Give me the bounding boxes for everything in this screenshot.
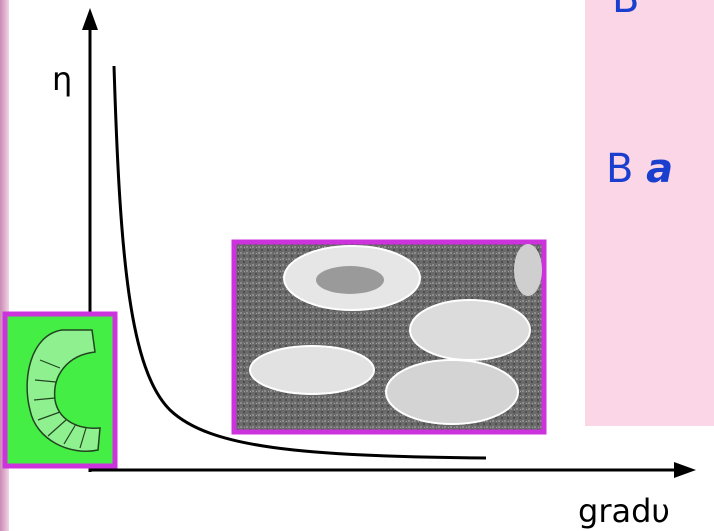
panel-line2-prefix: В xyxy=(606,146,633,192)
x-arrow xyxy=(674,462,696,478)
green-image xyxy=(5,314,115,466)
panel-line2: В а xyxy=(606,146,673,192)
text-panel xyxy=(585,0,714,426)
slide: В В а η gradυ xyxy=(0,0,714,531)
y-arrow xyxy=(82,8,98,30)
panel-line1: В xyxy=(612,0,639,22)
y-axis-label: η xyxy=(52,60,72,98)
gray-image xyxy=(234,242,544,432)
x-axis-label: gradυ xyxy=(578,492,670,530)
panel-line2-emph: а xyxy=(646,146,673,192)
